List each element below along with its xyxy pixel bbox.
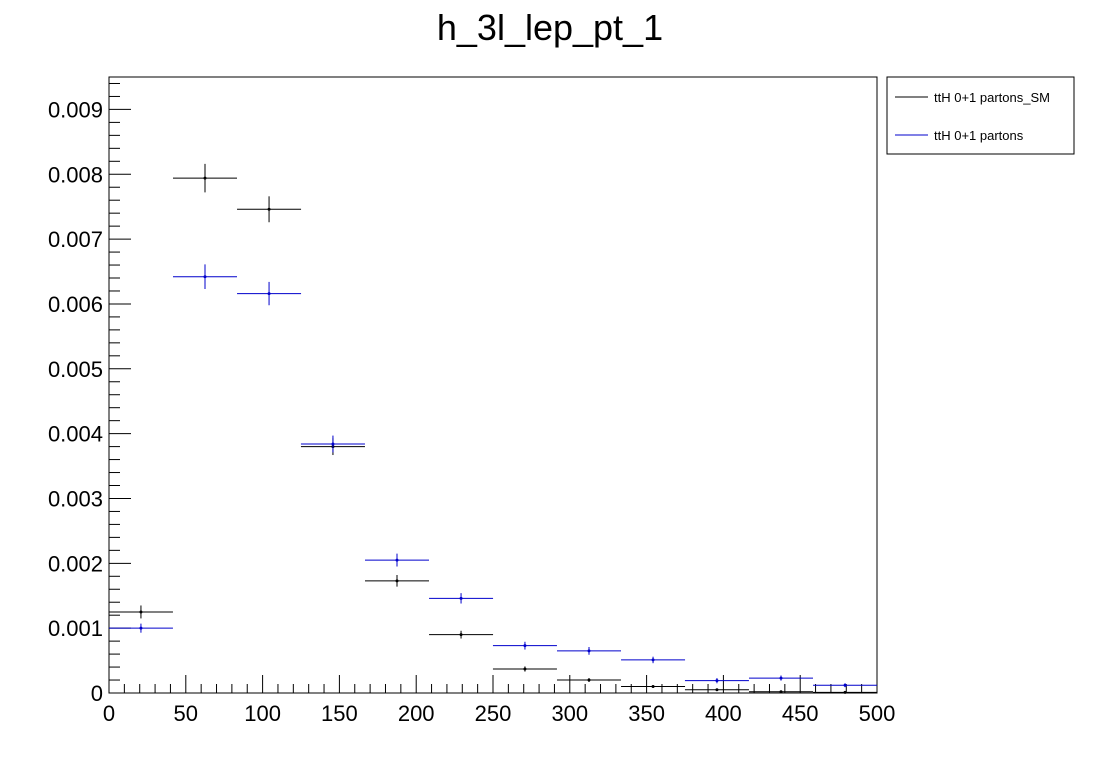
- x-tick-label: 150: [321, 701, 358, 726]
- x-axis: 0 50 100 150 200 250 300 350 400 450 500: [103, 675, 895, 726]
- data-point-marker: [331, 442, 335, 446]
- y-tick-label: 0.007: [48, 227, 103, 252]
- data-point-marker: [395, 579, 399, 583]
- data-point-marker: [715, 679, 719, 683]
- x-tick-label: 500: [859, 701, 896, 726]
- x-tick-label: 350: [628, 701, 665, 726]
- data-point-marker: [395, 558, 399, 562]
- y-tick-label: 0.001: [48, 616, 103, 641]
- y-tick-label: 0: [91, 681, 103, 706]
- data-point-marker: [459, 596, 463, 600]
- data-point-marker: [523, 644, 527, 648]
- x-tick-label: 100: [244, 701, 281, 726]
- y-tick-label: 0.004: [48, 422, 103, 447]
- x-tick-label: 300: [551, 701, 588, 726]
- legend-label: ttH 0+1 partons: [934, 128, 1024, 143]
- data-point-marker: [779, 676, 783, 680]
- data-point-marker: [587, 649, 591, 653]
- data-point-marker: [203, 176, 207, 180]
- series-1: [108, 264, 877, 688]
- plot-area-border: [108, 76, 878, 694]
- data-point-marker: [139, 610, 143, 614]
- y-tick-label: 0.006: [48, 292, 103, 317]
- data-point-marker: [587, 678, 591, 682]
- data-point-marker: [459, 633, 463, 637]
- series-0: [108, 163, 877, 694]
- data-point-marker: [267, 207, 271, 211]
- data-point-marker: [523, 667, 527, 671]
- x-tick-label: 50: [174, 701, 198, 726]
- data-point-marker: [779, 690, 783, 694]
- x-tick-label: 450: [782, 701, 819, 726]
- data-point-marker: [651, 658, 655, 662]
- data-point-marker: [267, 292, 271, 296]
- data-point-marker: [203, 275, 207, 279]
- y-axis: 0 0.001 0.002 0.003 0.004 0.005 0.006 0.007 0.00…: [48, 82, 131, 706]
- data-point-marker: [139, 626, 143, 630]
- y-tick-label: 0.002: [48, 551, 103, 576]
- x-tick-label: 0: [103, 701, 115, 726]
- data-point-marker: [843, 683, 847, 687]
- data-point-marker: [843, 690, 847, 694]
- y-tick-label: 0.003: [48, 486, 103, 511]
- x-tick-label: 400: [705, 701, 742, 726]
- y-tick-label: 0.005: [48, 357, 103, 382]
- plot-frame: [108, 76, 878, 694]
- legend: ttH 0+1 partons_SM ttH 0+1 partons: [886, 76, 1075, 155]
- chart-title: h_3l_lep_pt_1: [437, 7, 663, 48]
- data-point-marker: [651, 685, 655, 689]
- legend-label: ttH 0+1 partons_SM: [934, 90, 1050, 105]
- y-tick-label: 0.009: [48, 97, 103, 122]
- series-layer: [108, 163, 877, 694]
- x-tick-label: 250: [475, 701, 512, 726]
- data-point-marker: [715, 688, 719, 692]
- x-tick-label: 200: [398, 701, 435, 726]
- y-tick-label: 0.008: [48, 162, 103, 187]
- legend-box: [886, 76, 1075, 155]
